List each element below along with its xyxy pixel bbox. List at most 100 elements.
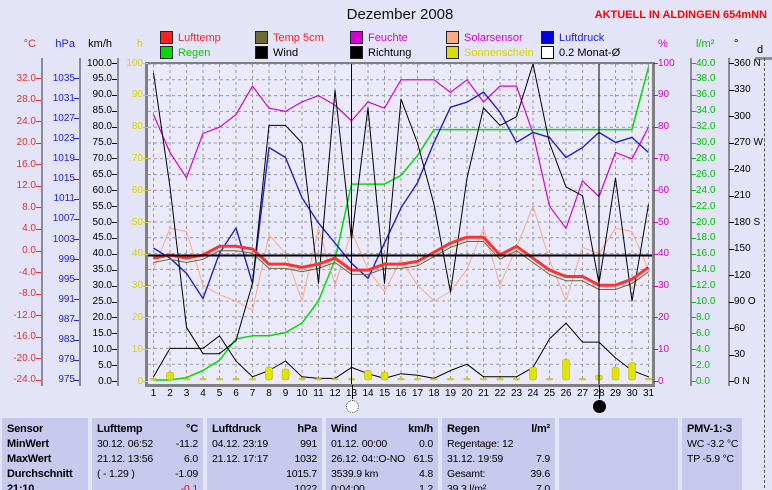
table-cell: Regen	[447, 422, 480, 435]
stats-panel: Regen l/m² Regentage: 12 31.12. 19:59 7.9 Ges…	[442, 418, 555, 490]
rain-axis-tick-label: 32.0	[696, 121, 716, 133]
moon-marker-stem	[351, 385, 353, 399]
rain-axis-tick-label: 40.0	[696, 57, 716, 69]
kmh-axis-unit-label: km/h	[88, 38, 112, 50]
hpa-axis-tick-mark	[74, 379, 79, 381]
sunshine-bar	[463, 378, 471, 381]
table-row: Wind km/h	[326, 421, 438, 436]
legend-item-temp-5cm: Temp 5cm	[255, 31, 324, 44]
kmh-axis-tick-mark	[112, 206, 117, 208]
sun_h-axis-tick-mark	[143, 126, 148, 128]
kmh-axis-tick-mark	[112, 285, 117, 287]
kmh-axis-tick-label: 60.0	[92, 184, 112, 196]
kmh-axis-tick-mark	[112, 142, 117, 144]
table-row: 0:04:00 1.2	[326, 481, 438, 490]
sun_h-axis-tick-label: 90	[131, 89, 143, 101]
hpa-axis-tick-label: 1035	[52, 72, 75, 84]
sun_h-axis-tick-mark	[143, 381, 148, 382]
hpa-axis-tick-mark	[74, 299, 79, 301]
pct-axis-tick-label: 90	[658, 89, 670, 101]
table-cell: 61.5	[413, 452, 433, 465]
table-cell: MinWert	[7, 437, 49, 450]
x-axis-day-label: 31	[642, 388, 655, 399]
kmh-axis-tick-mark	[112, 78, 117, 80]
temp_c-axis-tick-mark	[36, 272, 41, 274]
sun_h-axis-tick-mark	[143, 63, 148, 64]
x-axis-day-label: 25	[543, 388, 556, 399]
full-moon-icon	[345, 400, 359, 413]
rain-axis-tick-mark	[691, 381, 696, 382]
sunshine-bar	[199, 378, 207, 381]
x-axis-day-label: 7	[249, 388, 256, 399]
dir-axis-tick-mark	[729, 222, 734, 223]
temp_c-axis-tick-label: 12.0	[16, 180, 36, 192]
table-cell: l/m²	[531, 422, 550, 435]
hpa-axis-tick-label: 1011	[53, 193, 75, 205]
table-cell: 6.0	[184, 452, 198, 465]
pct-axis-tick-mark	[653, 285, 658, 287]
temp_c-axis-tick-mark	[36, 164, 41, 166]
sun_h-axis-tick-label: 80	[131, 121, 143, 133]
table-row: 21:10	[2, 481, 88, 490]
dir-axis-tick-mark	[729, 301, 734, 303]
sun_h-axis-tick-mark	[143, 349, 148, 351]
kmh-axis-tick-mark	[112, 94, 117, 96]
sunshine-bar	[644, 378, 652, 381]
sunshine-bar	[380, 371, 389, 381]
x-axis-day-label: 30	[626, 388, 638, 399]
temp_c-axis-tick-label: 28.0	[16, 94, 36, 106]
hpa-axis-line	[79, 58, 81, 386]
hpa-axis-tick-mark	[74, 198, 79, 200]
sunshine-bar	[331, 378, 339, 381]
table-cell: 1.2	[419, 482, 433, 490]
dir-axis-tick-label: 210	[734, 190, 751, 201]
temp_c-axis-unit-label: °C	[23, 38, 36, 50]
rain-axis-tick-label: 30.0	[696, 137, 716, 148]
dir-axis-tick-label: 120	[734, 269, 751, 281]
legend-swatch-icon	[160, 46, 173, 59]
table-cell: MaxWert	[7, 452, 52, 465]
rain-axis-tick-mark	[691, 301, 696, 303]
rain-axis-tick-label: 28.0	[696, 152, 716, 164]
dir-axis-tick-label: 30	[734, 349, 746, 360]
rain-axis-tick-label: 38.0	[696, 73, 716, 85]
rain-axis-tick-label: 22.0	[696, 200, 716, 212]
x-axis-day-label: 24	[527, 388, 539, 399]
sunshine-bar	[562, 359, 570, 381]
legend-item-regen: Regen	[160, 46, 210, 59]
temp_c-axis-tick-mark	[36, 121, 41, 123]
legend-swatch-icon	[255, 31, 268, 44]
x-axis-day-label: 4	[200, 388, 206, 399]
dir-axis-tick-mark	[729, 89, 734, 91]
hpa-axis-tick-label: 1031	[52, 92, 75, 104]
kmh-axis-tick-label: 20.0	[92, 311, 112, 323]
table-row: Sensor	[2, 421, 88, 436]
sunshine-bar	[166, 371, 174, 381]
sun_h-axis-tick-mark	[143, 222, 148, 223]
table-cell: 31.12. 19:59	[447, 452, 503, 465]
table-cell: °C	[186, 422, 198, 435]
table-row	[559, 421, 678, 436]
sunshine-bar	[232, 378, 240, 381]
table-row: 30.12. 06:52 -11.2	[92, 436, 203, 451]
pct-axis-tick-mark	[653, 253, 658, 255]
stats-panel: PMV-1:-3 WC -3.2 °C TP -5.9 °C	[682, 418, 742, 490]
rain-axis-tick-mark	[691, 253, 696, 255]
legend-label: Sonnenschein	[464, 46, 534, 59]
x-axis-day-label: 19	[444, 388, 457, 399]
pct-axis-tick-mark	[653, 94, 658, 96]
table-cell: 01.12. 00:00	[331, 437, 387, 450]
table-cell: 1032	[294, 452, 317, 465]
table-cell: Lufttemp	[97, 422, 143, 435]
temp_c-axis-tick-label: 8.0	[22, 201, 36, 213]
sun_h-axis-tick-label: 40	[131, 248, 143, 260]
sunshine-bar	[149, 378, 158, 381]
rain-axis-tick-mark	[691, 317, 696, 319]
table-row: 1022	[207, 481, 322, 490]
legend-label: Lufttemp	[178, 31, 221, 44]
sunshine-bar	[281, 368, 290, 381]
sun_h-axis-tick-label: 20	[131, 311, 143, 323]
rain-axis-tick-mark	[691, 285, 696, 287]
hpa-axis-tick-label: 1003	[52, 233, 75, 245]
kmh-axis-tick-label: 100.0	[86, 57, 112, 69]
